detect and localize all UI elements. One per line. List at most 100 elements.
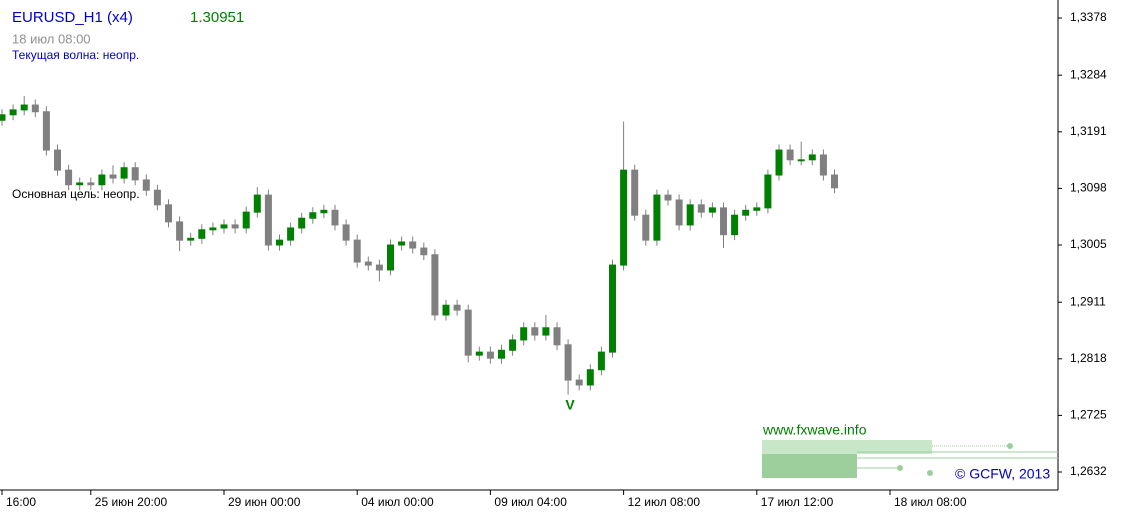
wave-mark: V xyxy=(565,397,575,413)
copyright: © GCFW, 2013 xyxy=(955,466,1050,482)
logo-dot xyxy=(927,470,933,476)
candle-body xyxy=(597,351,605,371)
x-tick-label: 25 июн 20:00 xyxy=(95,495,168,509)
candle-body xyxy=(531,327,539,336)
candle-body xyxy=(586,369,594,386)
x-tick-label: 29 июн 00:00 xyxy=(228,495,301,509)
candle-body xyxy=(686,204,694,226)
candle-body xyxy=(54,149,61,171)
candle-body xyxy=(153,189,161,206)
candle-body xyxy=(764,174,772,209)
candle-body xyxy=(331,209,339,226)
candle-body xyxy=(520,327,528,341)
candle-body xyxy=(486,351,494,359)
candle-body xyxy=(87,182,95,186)
x-tick-label: 18 июл 08:00 xyxy=(894,495,967,509)
candle-body xyxy=(209,227,217,231)
candle-body xyxy=(553,327,561,346)
candle-body xyxy=(142,179,150,191)
candle-body xyxy=(342,224,350,241)
candle-body xyxy=(720,207,727,236)
candle-body xyxy=(120,167,128,179)
candle-body xyxy=(664,194,672,201)
candle-body xyxy=(398,241,406,246)
logo xyxy=(762,440,1058,478)
candle-body xyxy=(353,239,361,263)
x-tick-label: 09 июл 04:00 xyxy=(494,495,567,509)
last-price: 1.30951 xyxy=(190,9,244,26)
logo-block xyxy=(762,454,857,478)
logo-dot xyxy=(1007,443,1013,449)
target-text: Основная цель: неопр. xyxy=(12,187,140,201)
candle-body xyxy=(287,227,295,241)
candle-body xyxy=(742,209,750,216)
candle-body xyxy=(819,154,827,176)
candle-body xyxy=(786,149,794,161)
y-tick-label: 1,2632 xyxy=(1070,464,1107,478)
y-tick-label: 1,3191 xyxy=(1070,124,1107,138)
candle-body xyxy=(542,327,550,336)
candle-body xyxy=(9,109,17,116)
candle-body xyxy=(675,199,683,226)
candle-body xyxy=(387,244,394,271)
x-tick-label: 12 июл 08:00 xyxy=(628,495,701,509)
candle-body xyxy=(431,254,439,316)
candle-body xyxy=(609,264,616,353)
candle-body xyxy=(475,351,483,356)
candle-body xyxy=(76,182,84,186)
candle-body xyxy=(453,304,461,311)
candle-body xyxy=(309,212,317,219)
candle-body xyxy=(808,154,816,161)
candle-body xyxy=(165,204,172,223)
candle-body xyxy=(264,194,272,246)
candle-body xyxy=(420,247,428,256)
candle-body xyxy=(831,174,838,189)
candle-body xyxy=(131,167,139,181)
logo-bar xyxy=(762,440,932,454)
candle-body xyxy=(708,207,716,213)
candle-body xyxy=(98,174,106,186)
candle-body xyxy=(509,339,517,351)
candle-body xyxy=(65,169,73,186)
candle-body xyxy=(109,174,117,179)
candle-body xyxy=(276,239,283,246)
candle-body xyxy=(31,104,39,113)
y-tick-label: 1,3284 xyxy=(1070,67,1107,81)
candle-body xyxy=(198,229,206,239)
candle-body xyxy=(42,111,50,151)
x-tick-label: 04 июл 00:00 xyxy=(361,495,434,509)
y-tick-label: 1,2725 xyxy=(1070,408,1107,422)
candle-body xyxy=(442,304,450,316)
candle-body xyxy=(697,204,705,213)
candle-body xyxy=(20,104,28,111)
chart-title: EURUSD_H1 (x4) xyxy=(12,9,133,26)
candle-body xyxy=(731,214,739,236)
candle-body xyxy=(564,344,572,381)
candle-body xyxy=(498,349,505,359)
candle-body xyxy=(242,211,250,229)
candle-body xyxy=(298,217,306,229)
x-tick-label: 16:00 xyxy=(6,495,36,509)
candle-body xyxy=(642,214,650,241)
candle-body xyxy=(176,221,184,241)
candle-body xyxy=(775,149,783,176)
y-tick-label: 1,3378 xyxy=(1070,10,1107,24)
candle-body xyxy=(375,264,383,271)
y-tick-label: 1,2818 xyxy=(1070,351,1107,365)
candle-body xyxy=(0,114,6,121)
candle-body xyxy=(231,224,239,229)
candle-body xyxy=(253,194,261,213)
candle-body xyxy=(364,261,372,266)
candle-body xyxy=(464,309,472,356)
y-tick-label: 1,3098 xyxy=(1070,181,1107,195)
candle-body xyxy=(653,194,661,241)
x-tick-label: 17 июл 12:00 xyxy=(761,495,834,509)
y-tick-label: 1,3005 xyxy=(1070,237,1107,251)
candle-body xyxy=(187,237,195,241)
candle-body xyxy=(575,379,583,386)
candle-body xyxy=(797,159,805,162)
candle-body xyxy=(631,169,639,216)
site-text: www.fxwave.info xyxy=(762,422,867,438)
